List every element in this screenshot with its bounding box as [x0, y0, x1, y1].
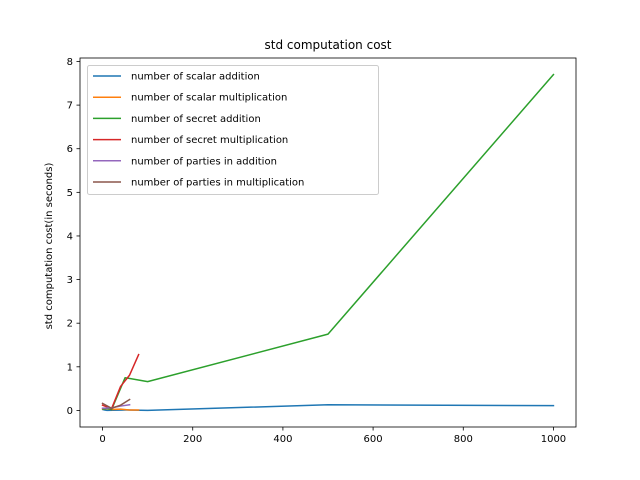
legend-label-1: number of scalar addition [131, 72, 260, 83]
x-tick-label: 800 [454, 434, 473, 445]
legend: number of scalar addition number of scala… [87, 65, 379, 195]
y-axis-title: std computation cost(in seconds) [44, 163, 55, 330]
legend-box [87, 65, 379, 195]
y-tick-label: 4 [67, 231, 73, 242]
x-tick-label: 600 [364, 434, 383, 445]
x-tick-label: 200 [183, 434, 202, 445]
y-tick-label: 8 [67, 57, 73, 68]
legend-label-6: number of parties in multiplication [131, 178, 304, 189]
series-line-4 [101, 353, 140, 410]
legend-label-2: number of scalar multiplication [131, 93, 287, 104]
plot-area-frame [79, 57, 577, 428]
chart-title: std computation cost [265, 38, 392, 52]
plot-lines [101, 73, 555, 412]
axis-ticks: 0 200 400 600 800 1000 0 1 2 3 4 5 6 7 8 [67, 57, 567, 445]
x-tick-label: 0 [99, 434, 105, 445]
legend-label-3: number of secret addition [131, 114, 261, 125]
y-tick-label: 2 [67, 319, 73, 330]
y-tick-label: 3 [67, 275, 73, 286]
y-tick-label: 6 [67, 144, 73, 155]
x-tick-label: 400 [273, 434, 292, 445]
y-tick-label: 1 [67, 362, 73, 373]
x-tick-label: 1000 [541, 434, 566, 445]
series-line-6 [101, 398, 131, 409]
legend-label-5: number of parties in addition [131, 156, 277, 167]
y-tick-label: 7 [67, 101, 73, 112]
y-tick-label: 0 [67, 406, 73, 417]
legend-label-4: number of secret multiplication [131, 135, 288, 146]
series-line-1 [102, 404, 555, 412]
y-tick-label: 5 [67, 188, 73, 199]
